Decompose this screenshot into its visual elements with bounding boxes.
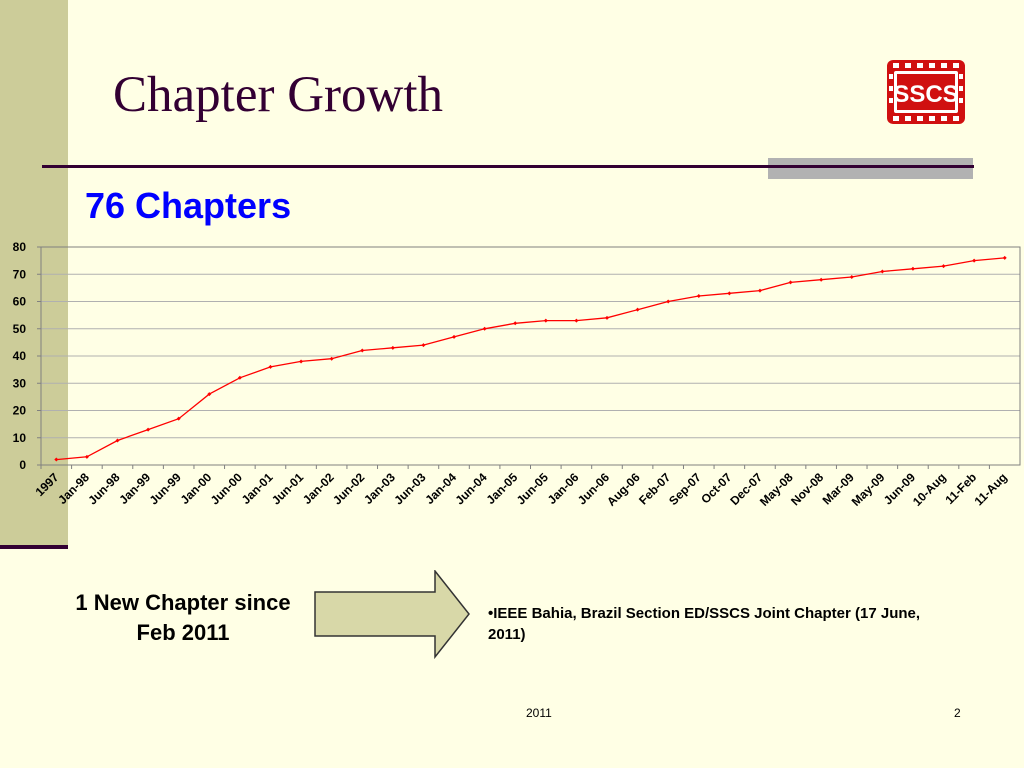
data-point [941, 264, 946, 269]
y-tick-label: 0 [19, 458, 26, 472]
y-tick-label: 10 [13, 431, 27, 445]
x-tick-label: 10-Aug [910, 470, 949, 509]
data-point [574, 318, 579, 323]
data-point [1002, 255, 1007, 260]
x-tick-label: Jan-05 [484, 470, 521, 507]
x-tick-label: Feb-07 [636, 470, 673, 507]
x-tick-label: May-09 [849, 470, 888, 509]
x-tick-label: Jun-04 [452, 470, 489, 507]
data-point [115, 438, 120, 443]
x-tick-label: Jun-01 [269, 470, 306, 507]
x-tick-label: Jun-98 [85, 470, 122, 507]
new-chapter-detail: •IEEE Bahia, Brazil Section ED/SSCS Join… [488, 605, 921, 643]
title-gray-bar [768, 158, 973, 179]
data-point [543, 318, 548, 323]
x-tick-label: 11-Aug [972, 470, 1010, 508]
growth-line-chart: 0 10 20 30 40 50 60 70 80 1997Jan-98Jun-98Jan-99… [13, 240, 1021, 509]
data-point [727, 291, 732, 296]
chapter-count-heading: 76 Chapters [85, 185, 292, 226]
sidebar-accent [0, 0, 68, 545]
footer-year: 2011 [526, 706, 552, 720]
y-tick-label: 20 [13, 404, 27, 418]
data-point [757, 288, 762, 293]
x-tick-label: Jan-02 [300, 470, 337, 507]
title-rule [42, 165, 974, 168]
data-point [604, 315, 609, 320]
x-tick-label: Jun-99 [147, 470, 184, 507]
x-tick-label: Jan-98 [55, 470, 92, 507]
x-tick-label: Aug-06 [604, 470, 643, 509]
data-point [146, 427, 151, 432]
sidebar-accent-line [0, 545, 68, 549]
data-point [452, 334, 457, 339]
y-tick-label: 70 [13, 267, 27, 281]
x-tick-label: Jan-01 [239, 470, 276, 507]
x-axis: 1997Jan-98Jun-98Jan-99Jun-99Jan-00Jun-00… [33, 465, 1010, 509]
y-tick-label: 80 [13, 240, 27, 254]
x-tick-label: Jun-00 [208, 470, 245, 507]
data-point [696, 294, 701, 299]
y-tick-label: 40 [13, 349, 27, 363]
slide-title: Chapter Growth [113, 67, 444, 123]
data-point [176, 416, 181, 421]
y-tick-label: 60 [13, 295, 27, 309]
data-point [207, 392, 212, 397]
sscs-logo-graphic: SSCS [887, 60, 965, 124]
data-point [482, 326, 487, 331]
logo-text: SSCS [893, 81, 958, 108]
series-line [56, 257, 1005, 461]
data-point [360, 348, 365, 353]
x-tick-label: Jan-06 [545, 470, 582, 507]
data-point [84, 454, 89, 459]
data-point [910, 266, 915, 271]
x-tick-label: Jun-05 [514, 470, 551, 507]
data-point [237, 375, 242, 380]
data-point [880, 269, 885, 274]
data-point [329, 356, 334, 361]
y-tick-label: 50 [13, 322, 27, 336]
data-point [819, 277, 824, 282]
x-tick-label: Jan-00 [178, 470, 215, 507]
right-arrow-icon [314, 570, 470, 660]
x-tick-label: Nov-08 [788, 470, 826, 508]
chart-gridlines [41, 273, 1020, 439]
x-tick-label: Jan-04 [422, 470, 459, 507]
new-chapter-note: 1 New Chapter since Feb 2011 [75, 590, 291, 645]
data-point [972, 258, 977, 263]
x-tick-label: May-08 [757, 470, 796, 509]
data-point [666, 299, 671, 304]
y-tick-label: 30 [13, 376, 27, 390]
data-point [849, 274, 854, 279]
x-tick-label: Jun-02 [330, 470, 367, 507]
data-point [635, 307, 640, 312]
y-axis: 0 10 20 30 40 50 60 70 80 [13, 240, 41, 472]
data-point [788, 280, 793, 285]
sscs-logo: SSCS [887, 60, 965, 124]
page-number: 2 [954, 706, 961, 720]
x-tick-label: Jan-99 [116, 470, 153, 507]
data-point [268, 364, 273, 369]
x-tick-label: Jan-03 [361, 470, 398, 507]
x-tick-label: Sep-07 [666, 470, 704, 508]
data-point [299, 359, 304, 364]
data-point [513, 321, 518, 326]
data-point [54, 457, 59, 462]
x-tick-label: Jun-03 [391, 470, 428, 507]
series-chapters [54, 255, 1007, 462]
data-point [421, 343, 426, 348]
data-point [390, 345, 395, 350]
